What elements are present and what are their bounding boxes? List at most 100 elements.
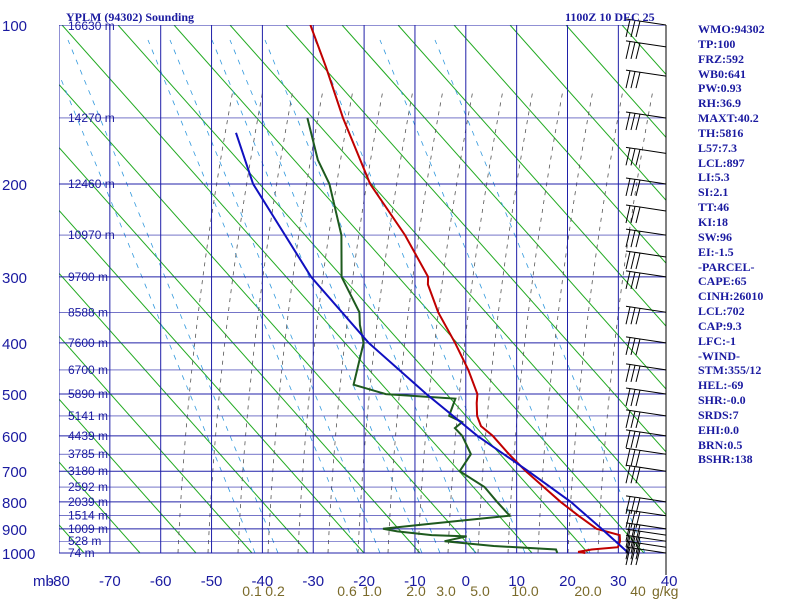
dry-adiabat-lines	[59, 25, 666, 554]
temperature-tick-label: 10	[508, 573, 525, 590]
mixing-ratio-line	[434, 39, 646, 554]
pressure-tick-label: 800	[2, 495, 27, 512]
temperature-tick-label: 0	[462, 573, 470, 590]
mixing-ratio-line	[314, 39, 526, 554]
moist-adiabat-line	[207, 89, 264, 554]
pressure-temperature-grid	[59, 25, 666, 554]
index-item: SRDS:7	[698, 407, 739, 422]
mixing-ratio-label: 0.2	[265, 583, 285, 599]
mixing-ratio-label: 0.1	[242, 583, 262, 599]
mixing-ratio-label: 10.0	[511, 583, 538, 599]
mixing-ratio-line	[147, 39, 359, 554]
index-item: TP:100	[698, 36, 736, 51]
mixing-ratio-line	[379, 39, 591, 554]
moist-adiabat-line	[297, 89, 354, 554]
mixing-ratio-label: 1.0	[362, 583, 382, 599]
altitude-label: 5141 m	[68, 409, 108, 423]
mixing-ratio-label: 2.0	[406, 583, 426, 599]
altitude-label: 2592 m	[68, 480, 108, 494]
index-item: -WIND-	[698, 348, 740, 363]
pressure-axis-unit: mb	[33, 573, 54, 590]
temperature-trace	[309, 25, 622, 554]
pressure-tick-label: 700	[2, 464, 27, 481]
dry-adiabat-line	[117, 25, 589, 554]
temperature-tick-label: 30	[610, 573, 627, 590]
dry-adiabat-line	[59, 146, 421, 554]
index-item: HEL:-69	[698, 378, 744, 393]
temperature-tick-label: -20	[353, 573, 375, 590]
wind-barb	[625, 546, 667, 566]
altitude-label: 8588 m	[68, 305, 108, 319]
dry-adiabat-line	[59, 209, 365, 554]
moist-adiabat-line	[567, 89, 624, 554]
index-item: LFC:-1	[698, 333, 736, 348]
index-item: WB0:641	[698, 66, 746, 81]
dry-adiabat-line	[229, 25, 666, 516]
index-item: PW:0.93	[698, 81, 742, 96]
wind-barb	[625, 305, 667, 325]
sounding-traces	[235, 25, 630, 554]
moist-adiabat-line	[477, 89, 534, 554]
wind-barb	[625, 363, 667, 383]
mixing-ratio-line	[169, 39, 381, 554]
index-item: SI:2.1	[698, 185, 729, 200]
altitude-label: 4439 m	[68, 429, 108, 443]
moist-adiabat-lines	[177, 89, 654, 554]
mixing-ratio-line	[59, 73, 256, 554]
sounding-time: 1100Z 10 DEC 25	[565, 10, 655, 24]
dewpoint-trace	[306, 117, 559, 554]
dry-adiabat-line	[59, 83, 477, 554]
moist-adiabat-line	[417, 89, 474, 554]
wind-barb	[625, 250, 667, 270]
mixing-ratio-line	[264, 39, 476, 554]
temperature-tick-label: 40	[661, 573, 678, 590]
dry-adiabat-line	[173, 25, 645, 554]
index-item: SHR:-0.0	[698, 393, 746, 408]
index-item: MAXT:40.2	[698, 111, 759, 126]
moist-adiabat-line	[327, 89, 384, 554]
index-item: WMO:94302	[698, 22, 765, 36]
mixing-ratio-label: 40	[630, 583, 646, 599]
altitude-label: 6700 m	[68, 363, 108, 377]
index-item: L57:7.3	[698, 140, 737, 155]
altitude-label: 16630 m	[68, 19, 115, 33]
chart-title: YPLM (94302) Sounding	[66, 10, 194, 24]
index-item: CAP:9.3	[698, 318, 742, 333]
index-item: CINH:26010	[698, 289, 764, 304]
wind-barb	[625, 387, 667, 407]
wind-barb	[625, 447, 667, 467]
wind-barb	[625, 540, 667, 560]
wind-barb	[625, 522, 667, 541]
pressure-tick-label: 900	[2, 522, 27, 539]
altitude-label: 9700 m	[68, 270, 108, 284]
temperature-tick-label: -50	[201, 573, 223, 590]
dry-adiabat-line	[565, 25, 666, 139]
mixing-ratio-line	[211, 39, 423, 554]
index-item: BRN:0.5	[698, 437, 743, 452]
index-item: TT:46	[698, 200, 730, 215]
index-item: EI:-1.5	[698, 244, 734, 259]
wind-barb	[625, 509, 667, 528]
mixing-ratio-unit: g/kg	[652, 583, 678, 599]
pressure-tick-label: 200	[2, 177, 27, 194]
wind-barb	[625, 534, 667, 554]
dry-adiabat-line	[397, 25, 666, 327]
temperature-tick-label: -70	[99, 573, 121, 590]
altitude-label: 7600 m	[68, 336, 108, 350]
moist-adiabat-line	[357, 89, 414, 554]
moist-adiabat-line	[537, 89, 594, 554]
moist-adiabat-line	[267, 89, 324, 554]
wind-barb	[625, 204, 667, 224]
index-item: KI:18	[698, 214, 728, 229]
temperature-tick-label: -80	[48, 573, 70, 590]
altitude-label: 14270 m	[68, 111, 115, 125]
temperature-tick-label: -30	[302, 573, 324, 590]
mixing-ratio-lines	[59, 39, 646, 554]
wind-barb	[625, 111, 667, 131]
moist-adiabat-line	[177, 89, 234, 554]
index-item: RH:36.9	[698, 96, 741, 111]
altitude-label: 2039 m	[68, 495, 108, 509]
altitude-label: 74 m	[68, 546, 95, 560]
altitude-label: 3785 m	[68, 447, 108, 461]
